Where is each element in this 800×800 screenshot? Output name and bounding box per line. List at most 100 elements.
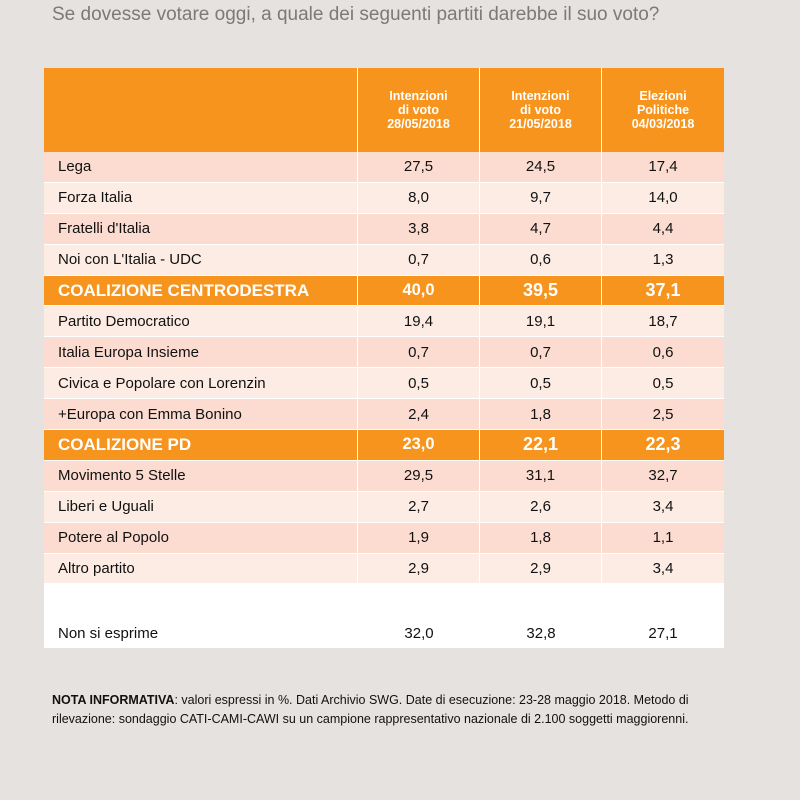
table-row: Forza Italia 8,0 9,7 14,0: [44, 182, 724, 214]
value-cell-col-3: 0,6: [602, 337, 724, 369]
table-row: +Europa con Emma Bonino 2,4 1,8 2,5: [44, 399, 724, 431]
coalition-row: COALIZIONE PD 23,0 22,1 22,3: [44, 430, 724, 461]
value-cell-col-1: 2,9: [358, 553, 480, 585]
results-table-card: Intenzioni di voto 28/05/2018 Intenzioni…: [44, 68, 724, 649]
header-col-1-line-1: Intenzioni: [389, 89, 448, 103]
value-cell-col-2: 32,8: [480, 618, 602, 649]
spacer-cell: [44, 584, 358, 619]
party-name-cell: Civica e Popolare con Lorenzin: [44, 368, 358, 400]
spacer-cell: [358, 584, 480, 619]
party-name-cell: Liberi e Uguali: [44, 491, 358, 523]
table-row: Civica e Popolare con Lorenzin 0,5 0,5 0,5: [44, 368, 724, 400]
note-label: NOTA INFORMATIVA: [52, 693, 175, 707]
header-col-1: Intenzioni di voto 28/05/2018: [358, 68, 480, 152]
non-esprime-row: Non si esprime 32,0 32,8 27,1: [44, 618, 724, 649]
party-name-cell: Lega: [44, 152, 358, 183]
note-text: : valori espressi in %. Dati Archivio SW…: [52, 693, 689, 726]
table-header-row: Intenzioni di voto 28/05/2018 Intenzioni…: [44, 68, 724, 152]
party-name-cell: Forza Italia: [44, 182, 358, 214]
value-cell-col-2: 39,5: [480, 275, 602, 307]
table-row: Fratelli d'Italia 3,8 4,7 4,4: [44, 213, 724, 245]
value-cell-col-1: 32,0: [358, 618, 480, 649]
value-cell-col-2: 1,8: [480, 522, 602, 554]
table-row: Liberi e Uguali 2,7 2,6 3,4: [44, 491, 724, 523]
party-name-cell: COALIZIONE CENTRODESTRA: [44, 275, 358, 307]
party-name-cell: Partito Democratico: [44, 306, 358, 338]
coalition-row: COALIZIONE CENTRODESTRA 40,0 39,5 37,1: [44, 275, 724, 307]
party-name-cell: Italia Europa Insieme: [44, 337, 358, 369]
value-cell-col-2: 31,1: [480, 460, 602, 492]
value-cell-col-1: 0,7: [358, 337, 480, 369]
value-cell-col-1: 23,0: [358, 430, 480, 461]
value-cell-col-2: 4,7: [480, 213, 602, 245]
value-cell-col-1: 2,4: [358, 399, 480, 431]
value-cell-col-2: 0,6: [480, 244, 602, 276]
value-cell-col-3: 22,3: [602, 430, 724, 461]
table-row: Movimento 5 Stelle 29,5 31,1 32,7: [44, 460, 724, 492]
survey-question: Se dovesse votare oggi, a quale dei segu…: [52, 4, 660, 25]
party-name-cell: Non si esprime: [44, 618, 358, 649]
party-name-cell: Noi con L'Italia - UDC: [44, 244, 358, 276]
table-row: Lega 27,5 24,5 17,4: [44, 152, 724, 183]
value-cell-col-3: 17,4: [602, 152, 724, 183]
value-cell-col-3: 37,1: [602, 275, 724, 307]
header-col-1-line-2: di voto: [398, 103, 439, 117]
table-row: Partito Democratico 19,4 19,1 18,7: [44, 306, 724, 338]
party-name-cell: Fratelli d'Italia: [44, 213, 358, 245]
value-cell-col-1: 19,4: [358, 306, 480, 338]
party-name-cell: Potere al Popolo: [44, 522, 358, 554]
value-cell-col-3: 4,4: [602, 213, 724, 245]
party-name-cell: Altro partito: [44, 553, 358, 585]
header-col-2: Intenzioni di voto 21/05/2018: [480, 68, 602, 152]
value-cell-col-1: 29,5: [358, 460, 480, 492]
table-row: Altro partito 2,9 2,9 3,4: [44, 553, 724, 585]
spacer-cell: [602, 584, 724, 619]
value-cell-col-2: 2,9: [480, 553, 602, 585]
header-col-2-line-1: Intenzioni: [511, 89, 570, 103]
header-col-3-line-2: Politiche: [636, 103, 690, 117]
results-table: Intenzioni di voto 28/05/2018 Intenzioni…: [44, 68, 724, 649]
value-cell-col-1: 40,0: [358, 275, 480, 307]
value-cell-col-2: 1,8: [480, 399, 602, 431]
value-cell-col-3: 3,4: [602, 491, 724, 523]
value-cell-col-2: 2,6: [480, 491, 602, 523]
value-cell-col-2: 0,7: [480, 337, 602, 369]
header-col-3-line-1: Elezioni: [639, 89, 687, 103]
table-row: Potere al Popolo 1,9 1,8 1,1: [44, 522, 724, 554]
value-cell-col-1: 0,7: [358, 244, 480, 276]
value-cell-col-3: 2,5: [602, 399, 724, 431]
value-cell-col-1: 3,8: [358, 213, 480, 245]
party-name-cell: +Europa con Emma Bonino: [44, 399, 358, 431]
value-cell-col-2: 0,5: [480, 368, 602, 400]
party-name-cell: COALIZIONE PD: [44, 430, 358, 461]
value-cell-col-1: 8,0: [358, 182, 480, 214]
value-cell-col-2: 9,7: [480, 182, 602, 214]
header-col-3-line-3: 04/03/2018: [631, 117, 695, 131]
value-cell-col-3: 18,7: [602, 306, 724, 338]
value-cell-col-1: 1,9: [358, 522, 480, 554]
table-row: Noi con L'Italia - UDC 0,7 0,6 1,3: [44, 244, 724, 276]
value-cell-col-2: 22,1: [480, 430, 602, 461]
value-cell-col-1: 0,5: [358, 368, 480, 400]
value-cell-col-3: 0,5: [602, 368, 724, 400]
header-col-3: Elezioni Politiche 04/03/2018: [602, 68, 724, 152]
value-cell-col-3: 14,0: [602, 182, 724, 214]
value-cell-col-3: 32,7: [602, 460, 724, 492]
value-cell-col-3: 1,3: [602, 244, 724, 276]
spacer-row: [44, 584, 724, 619]
header-col-2-line-3: 21/05/2018: [509, 117, 572, 131]
value-cell-col-3: 27,1: [602, 618, 724, 649]
header-party-cell: [44, 68, 358, 152]
value-cell-col-2: 24,5: [480, 152, 602, 183]
value-cell-col-3: 3,4: [602, 553, 724, 585]
value-cell-col-1: 27,5: [358, 152, 480, 183]
info-note: NOTA INFORMATIVA: valori espressi in %. …: [52, 691, 752, 729]
value-cell-col-3: 1,1: [602, 522, 724, 554]
header-col-2-line-2: di voto: [520, 103, 561, 117]
spacer-cell: [480, 584, 602, 619]
value-cell-col-1: 2,7: [358, 491, 480, 523]
value-cell-col-2: 19,1: [480, 306, 602, 338]
table-row: Italia Europa Insieme 0,7 0,7 0,6: [44, 337, 724, 369]
party-name-cell: Movimento 5 Stelle: [44, 460, 358, 492]
header-col-1-line-3: 28/05/2018: [387, 117, 450, 131]
